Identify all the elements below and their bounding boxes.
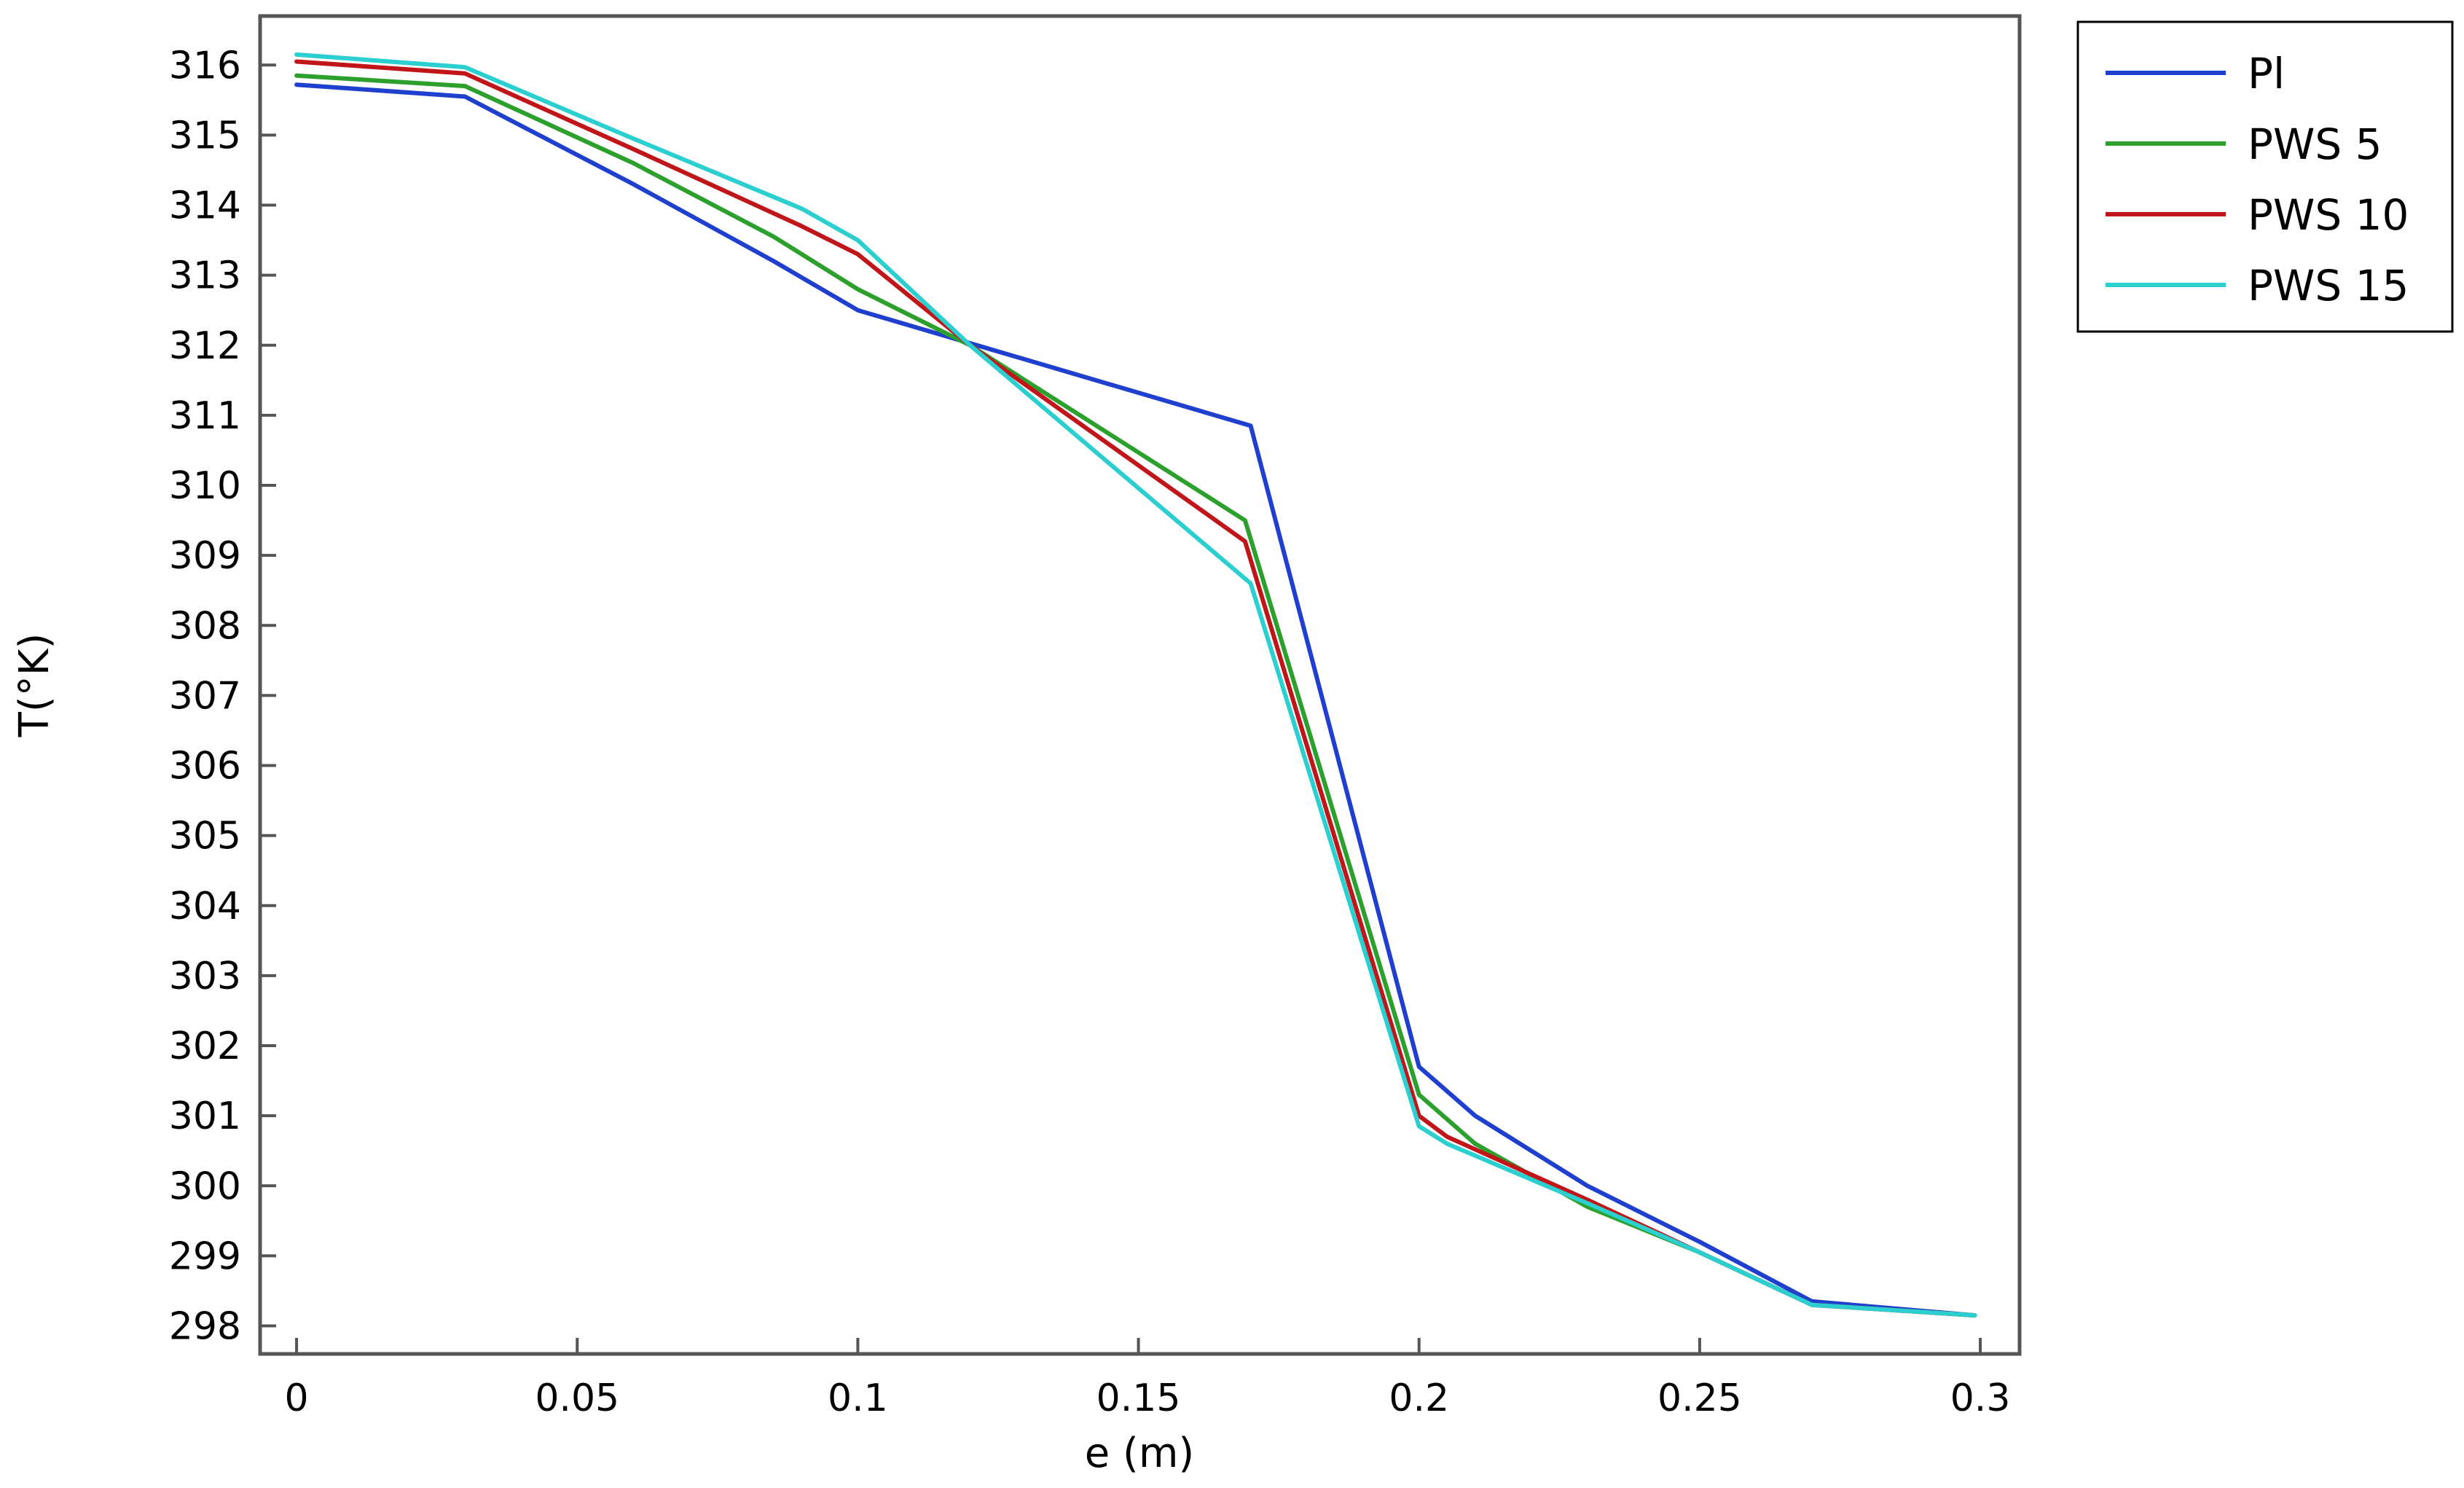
x-tick-label: 0.05 (535, 1377, 619, 1420)
y-tick-label: 303 (169, 955, 241, 998)
legend-label: PWS 5 (2248, 120, 2382, 169)
y-axis-title: T(°K) (11, 633, 58, 738)
y-tick-label: 304 (169, 885, 241, 928)
y-tick-label: 313 (169, 254, 241, 298)
y-tick-label: 315 (169, 114, 241, 157)
x-tick-label: 0.25 (1657, 1377, 1742, 1420)
y-tick-label: 307 (169, 674, 241, 718)
legend: Pl PWS 5 PWS 10 PWS 15 (2076, 20, 2454, 333)
series-line-0 (294, 82, 1977, 1318)
series-layer (294, 52, 1977, 1318)
legend-items: Pl PWS 5 PWS 10 PWS 15 (2106, 49, 2409, 310)
y-tick-label: 309 (169, 534, 241, 578)
y-tick-label: 316 (169, 44, 241, 87)
y-tick-label: 301 (169, 1095, 241, 1138)
y-tick-label: 311 (169, 394, 241, 438)
y-tick-label: 300 (169, 1164, 241, 1208)
y-tick-label: 306 (169, 745, 241, 788)
y-axis-ticks: 298 299 300 301 302 303 304 305 306 307 308 309 310 3… (169, 44, 276, 1349)
series-line-3 (294, 52, 1977, 1318)
y-tick-label: 305 (169, 815, 241, 858)
legend-label: PWS 10 (2248, 190, 2409, 240)
x-tick-label: 0.1 (828, 1377, 888, 1420)
y-tick-label: 312 (169, 324, 241, 368)
x-axis-ticks: 0 0.05 0.1 0.15 0.2 0.25 0.3 (285, 1338, 2011, 1420)
legend-label: PWS 15 (2248, 261, 2409, 310)
x-tick-label: 0.2 (1389, 1377, 1449, 1420)
x-tick-label: 0 (285, 1377, 309, 1420)
y-tick-label: 308 (169, 604, 241, 648)
y-tick-label: 310 (169, 464, 241, 508)
x-tick-label: 0.15 (1096, 1377, 1181, 1420)
y-tick-label: 299 (169, 1234, 241, 1278)
y-tick-label: 302 (169, 1025, 241, 1068)
legend-label: Pl (2248, 49, 2285, 98)
y-tick-label: 314 (169, 184, 241, 228)
y-tick-label: 298 (169, 1305, 241, 1349)
x-tick-label: 0.3 (1950, 1377, 2011, 1420)
x-axis-title: e (m) (1085, 1430, 1195, 1477)
